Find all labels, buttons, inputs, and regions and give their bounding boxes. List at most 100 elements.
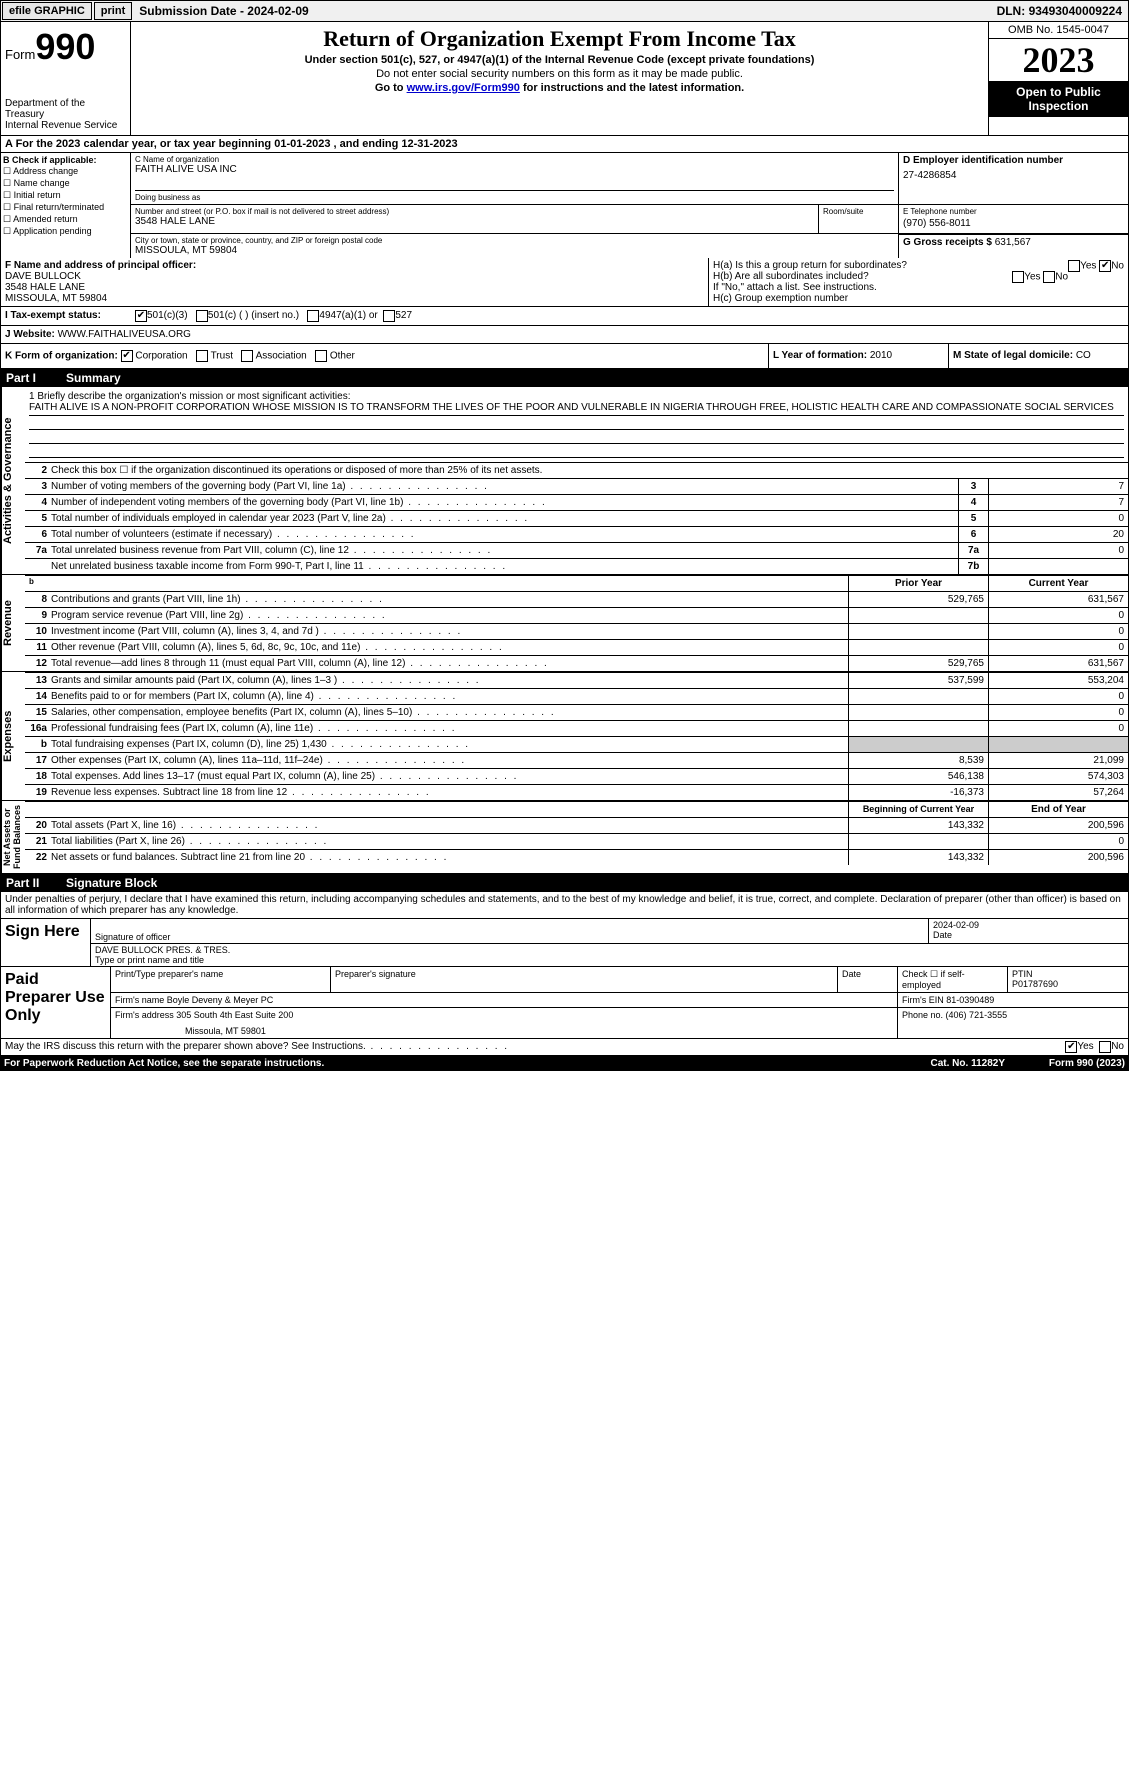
- officer-name: DAVE BULLOCK: [5, 271, 704, 282]
- print-button[interactable]: print: [94, 2, 132, 20]
- discuss-no: No: [1111, 1041, 1124, 1053]
- discuss-text: May the IRS discuss this return with the…: [5, 1041, 509, 1053]
- domicile-label: M State of legal domicile:: [953, 350, 1076, 361]
- opt-amended-return[interactable]: ☐ Amended return: [3, 214, 128, 225]
- section-a-pre: A For the 2023 calendar year, or tax yea…: [5, 138, 274, 150]
- part-1-num: Part I: [6, 371, 66, 385]
- opt-application-pending[interactable]: ☐ Application pending: [3, 226, 128, 237]
- part-1-header: Part I Summary: [0, 369, 1129, 387]
- netassets-line: 21Total liabilities (Part X, line 26)0: [25, 833, 1128, 849]
- firm-addr-label: Firm's address: [115, 1010, 176, 1020]
- ein-cell: D Employer identification number 27-4286…: [898, 153, 1128, 204]
- dln-label: DLN:: [997, 4, 1029, 18]
- opt-corporation: Corporation: [135, 351, 187, 362]
- efile-graphic-button[interactable]: efile GRAPHIC: [2, 2, 92, 20]
- vlabel-governance: Activities & Governance: [1, 387, 25, 574]
- part-2-num: Part II: [6, 876, 66, 890]
- expense-line: 16aProfessional fundraising fees (Part I…: [25, 720, 1128, 736]
- h-b-yes-checkbox[interactable]: [1012, 271, 1024, 283]
- room-cell: Room/suite: [818, 205, 898, 233]
- opt-final-return[interactable]: ☐ Final return/terminated: [3, 202, 128, 213]
- submission-label: Submission Date -: [139, 4, 247, 18]
- block-bcd: B Check if applicable: ☐ Address change …: [0, 153, 1129, 258]
- city-label: City or town, state or province, country…: [135, 236, 894, 245]
- subtitle-3: Go to www.irs.gov/Form990 for instructio…: [135, 82, 984, 94]
- preparer-row: Paid Preparer Use Only Print/Type prepar…: [1, 966, 1128, 1038]
- governance-block: Activities & Governance 1 Briefly descri…: [0, 387, 1129, 575]
- dln-value: 93493040009224: [1029, 4, 1122, 18]
- discuss-no-checkbox[interactable]: [1099, 1041, 1111, 1053]
- row-j: J Website: WWW.FAITHALIVEUSA.ORG: [0, 326, 1129, 344]
- h-c-label: H(c) Group exemption number: [713, 293, 1124, 304]
- website-value: WWW.FAITHALIVEUSA.ORG: [58, 329, 191, 340]
- opt-address-change[interactable]: ☐ Address change: [3, 166, 128, 177]
- mission-section: 1 Briefly describe the organization's mi…: [25, 387, 1128, 462]
- city-value: MISSOULA, MT 59804: [135, 245, 894, 256]
- opt-association: Association: [256, 351, 307, 362]
- form-header: Form990 Department of the Treasury Inter…: [0, 22, 1129, 136]
- tax-year: 2023: [989, 39, 1128, 81]
- signature-block: Under penalties of perjury, I declare th…: [0, 892, 1129, 1056]
- officer-street: 3548 HALE LANE: [5, 282, 704, 293]
- chk-501c[interactable]: [196, 310, 208, 322]
- h-b: H(b) Are all subordinates included? Yes …: [713, 271, 1124, 282]
- dln: DLN: 93493040009224: [991, 2, 1128, 20]
- form-number: Form990: [5, 26, 126, 68]
- h-b-note: If "No," attach a list. See instructions…: [713, 282, 1124, 293]
- org-name-label: C Name of organization: [135, 155, 894, 164]
- opt-501c: 501(c) ( ) (insert no.): [208, 310, 299, 322]
- header-left: Form990 Department of the Treasury Inter…: [1, 22, 131, 135]
- netassets-content: Beginning of Current Year End of Year 20…: [25, 801, 1128, 873]
- chk-corporation[interactable]: [121, 350, 133, 362]
- preparer-label: Paid Preparer Use Only: [1, 967, 111, 1038]
- firm-ein-label: Firm's EIN: [902, 995, 946, 1005]
- h-b-no: No: [1055, 272, 1068, 283]
- h-a: H(a) Is this a group return for subordin…: [713, 260, 1124, 271]
- h-a-yes-checkbox[interactable]: [1068, 260, 1080, 272]
- h-a-no-checkbox[interactable]: [1099, 260, 1111, 272]
- year-formation-label: L Year of formation:: [773, 350, 870, 361]
- firm-name-label: Firm's name: [115, 995, 167, 1005]
- expense-line: 14Benefits paid to or for members (Part …: [25, 688, 1128, 704]
- revenue-line: 11Other revenue (Part VIII, column (A), …: [25, 639, 1128, 655]
- topbar: efile GRAPHIC print Submission Date - 20…: [0, 0, 1129, 22]
- footer-right: Form 990 (2023): [1005, 1058, 1125, 1069]
- chk-4947[interactable]: [307, 310, 319, 322]
- opt-name-change[interactable]: ☐ Name change: [3, 178, 128, 189]
- netassets-header: Beginning of Current Year End of Year: [25, 801, 1128, 817]
- subtitle-1: Under section 501(c), 527, or 4947(a)(1)…: [135, 54, 984, 66]
- h-section: H(a) Is this a group return for subordin…: [708, 258, 1128, 306]
- col-b-label: B Check if applicable:: [3, 155, 128, 165]
- revenue-line: 12Total revenue—add lines 8 through 11 (…: [25, 655, 1128, 671]
- phone-cell: E Telephone number (970) 556-8011: [898, 205, 1128, 233]
- sign-date: 2024-02-09: [933, 920, 1124, 930]
- inspection-label: Open to Public Inspection: [989, 81, 1128, 117]
- discuss-yes-checkbox[interactable]: [1065, 1041, 1077, 1053]
- gov-line: 5Total number of individuals employed in…: [25, 510, 1128, 526]
- officer-city: MISSOULA, MT 59804: [5, 293, 704, 304]
- gov-line: Net unrelated business taxable income fr…: [25, 558, 1128, 574]
- chk-527[interactable]: [383, 310, 395, 322]
- officer-row: F Name and address of principal officer:…: [0, 258, 1129, 307]
- form-label: Form: [5, 47, 35, 62]
- chk-501c3[interactable]: [135, 310, 147, 322]
- opt-initial-return[interactable]: ☐ Initial return: [3, 190, 128, 201]
- chk-association[interactable]: [241, 350, 253, 362]
- revenue-block: Revenue b Prior Year Current Year 8Contr…: [0, 575, 1129, 672]
- row-k: K Form of organization: Corporation Trus…: [0, 344, 1129, 369]
- h-b-no-checkbox[interactable]: [1043, 271, 1055, 283]
- ein-label: D Employer identification number: [903, 155, 1124, 166]
- opt-501c3: 501(c)(3): [147, 310, 188, 322]
- prior-year-header: Prior Year: [848, 576, 988, 591]
- begin-year-header: Beginning of Current Year: [848, 802, 988, 817]
- expenses-content: 13Grants and similar amounts paid (Part …: [25, 672, 1128, 800]
- col-b: B Check if applicable: ☐ Address change …: [1, 153, 131, 258]
- part-2-title: Signature Block: [66, 876, 157, 890]
- website-label: J Website:: [5, 329, 58, 340]
- ptin-value: P01787690: [1012, 979, 1124, 989]
- irs-link[interactable]: www.irs.gov/Form990: [407, 82, 520, 94]
- chk-trust[interactable]: [196, 350, 208, 362]
- footer-left: For Paperwork Reduction Act Notice, see …: [4, 1058, 324, 1069]
- chk-other[interactable]: [315, 350, 327, 362]
- revenue-content: b Prior Year Current Year 8Contributions…: [25, 575, 1128, 671]
